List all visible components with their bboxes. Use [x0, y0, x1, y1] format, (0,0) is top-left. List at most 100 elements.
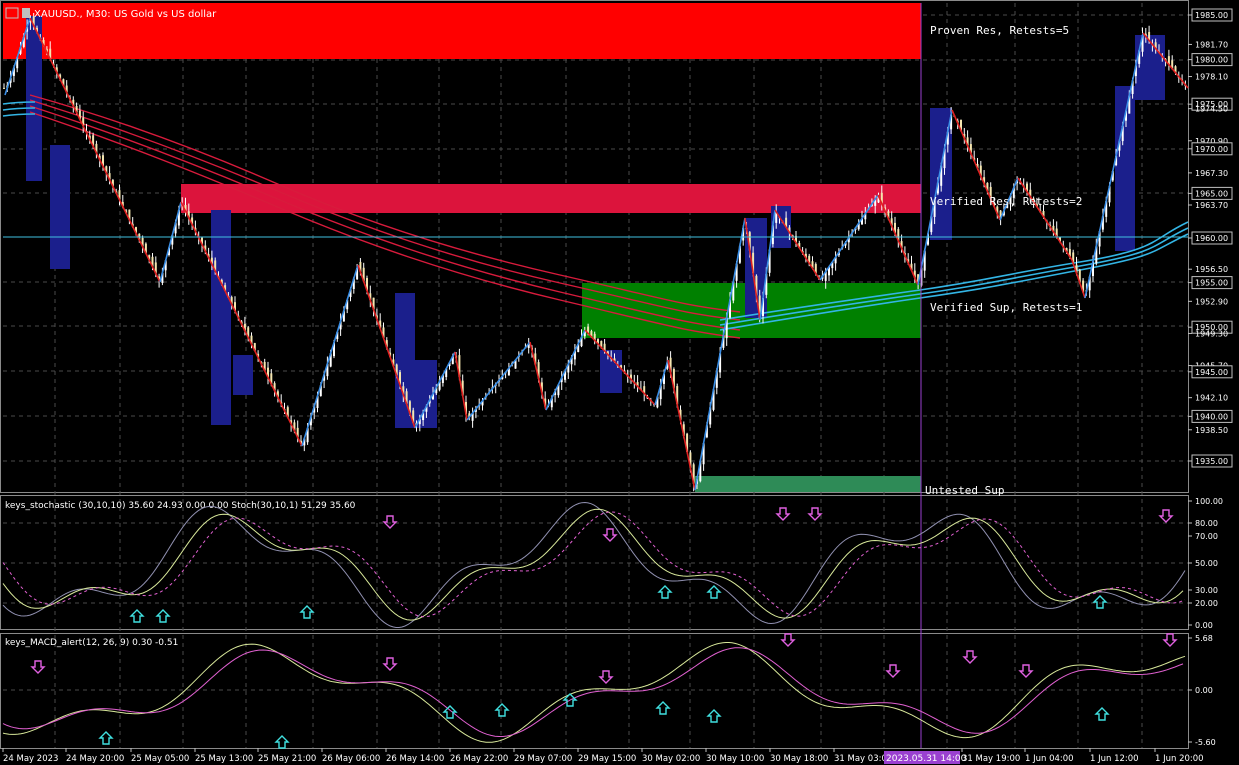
candle-body: [49, 48, 52, 60]
candle-body: [861, 218, 863, 225]
time-label: 30 May 18:00: [770, 754, 828, 764]
zigzag-up-segment: [545, 329, 586, 411]
candle-body: [366, 278, 368, 291]
candle-body: [1012, 187, 1015, 198]
candle-body: [435, 387, 438, 394]
candle-body: [121, 201, 124, 207]
candle-body: [36, 27, 38, 33]
candle-body: [999, 210, 1002, 219]
candle-body: [1101, 216, 1104, 230]
verified-sup-label: Verified Sup, Retests=1: [930, 301, 1082, 314]
candle-body: [762, 298, 764, 316]
candle-body: [22, 37, 25, 47]
stoch-axis-label: 20.00: [1195, 599, 1218, 608]
cyan-moving-average: [2, 101, 36, 105]
candle-body: [890, 218, 893, 226]
candle-body: [253, 343, 256, 351]
candle-body: [587, 326, 590, 334]
price-label: 1985.00: [1195, 11, 1228, 20]
price-label-box: [1191, 276, 1233, 290]
candle-body: [98, 155, 101, 160]
zigzag-up-segment: [694, 217, 746, 491]
candle-body: [590, 331, 593, 337]
candle-body: [814, 264, 817, 274]
candle-body: [979, 165, 982, 176]
candle-body: [1128, 95, 1131, 114]
candle-body: [1029, 189, 1032, 197]
chart-type-icon[interactable]: [22, 8, 30, 18]
candle-body: [771, 225, 774, 245]
time-label: 30 May 10:00: [706, 754, 764, 764]
time-axis[interactable]: 24 May 2023 24 May 20:00 25 May 05:00 25 Ma…: [2, 748, 1204, 764]
candle-body: [986, 182, 989, 192]
candle-body: [725, 317, 728, 339]
candle-body: [349, 289, 352, 298]
candle-body: [108, 173, 111, 180]
candle-body: [712, 389, 715, 410]
zigzag-down-segment: [877, 194, 919, 286]
candle-body: [1108, 186, 1111, 203]
candle-body: [346, 299, 349, 310]
cursor-time-label-bg: [884, 751, 960, 764]
candle-body: [514, 359, 517, 369]
price-axis[interactable]: 1985.00 1981.70 1980.00 1978.10 1975.001974.…: [1188, 8, 1233, 468]
candle-body: [785, 217, 788, 228]
cyan-moving-average: [719, 233, 1189, 331]
candle-body: [78, 110, 81, 120]
candle-body: [583, 330, 586, 337]
stochastic-panel: keys_stochastic (30,10,10) 35.60 24.93 0…: [2, 497, 1223, 630]
candle-body: [828, 266, 830, 276]
candle-body: [722, 335, 725, 348]
candle-body: [379, 320, 382, 329]
price-label: 1950.00: [1195, 323, 1228, 332]
candle-body: [501, 376, 504, 379]
red-moving-average: [29, 105, 741, 331]
price-label-box: [1191, 8, 1233, 22]
untested-support-zone: [695, 476, 921, 492]
macd-up-arrow: [655, 701, 671, 715]
cyan-moving-average: [2, 113, 36, 117]
zigzag-up-segment: [1084, 32, 1144, 299]
price-candles: [3, 12, 1187, 492]
candle-body: [613, 358, 616, 362]
candle-body: [204, 245, 207, 252]
candle-body: [933, 199, 936, 217]
candle-body: [560, 377, 563, 383]
candle-body: [59, 74, 62, 80]
candle-body: [372, 297, 375, 310]
candle-body: [672, 368, 675, 389]
candle-body: [847, 237, 850, 243]
candle-body: [395, 364, 398, 376]
candle-body: [1111, 170, 1114, 181]
candle-body: [824, 271, 827, 281]
candle-body: [168, 247, 170, 255]
candle-body: [1141, 35, 1144, 52]
candle-body: [738, 245, 741, 263]
menu-icon[interactable]: [5, 7, 19, 19]
candle-body: [128, 209, 131, 220]
macd-panel: keys_MACD_alert(12, 26, 9) 0.30 -0.51 5.…: [2, 633, 1216, 749]
time-label: 29 May 07:00: [514, 754, 572, 764]
candle-body: [550, 398, 553, 408]
candle-body: [1138, 50, 1141, 64]
candle-body: [659, 385, 662, 400]
price-label: 1980.00: [1195, 56, 1228, 65]
candle-body: [448, 362, 451, 366]
candle-body: [102, 155, 104, 167]
candle-body: [105, 166, 108, 173]
candle-body: [369, 293, 372, 301]
zigzag-up-segment: [759, 209, 776, 321]
candle-body: [831, 261, 834, 269]
stoch-up-arrow: [1092, 595, 1108, 609]
price-label-box: [1191, 320, 1233, 334]
macd-up-arrow: [494, 703, 510, 717]
time-label: 30 May 02:00: [642, 754, 700, 764]
price-label-box: [1191, 53, 1233, 67]
candle-body: [983, 177, 986, 184]
zigzag-up-segment: [466, 341, 531, 421]
macd-down-arrow: [382, 657, 398, 671]
candle-body: [161, 272, 164, 283]
candle-body: [580, 337, 583, 347]
candle-body: [768, 249, 771, 273]
